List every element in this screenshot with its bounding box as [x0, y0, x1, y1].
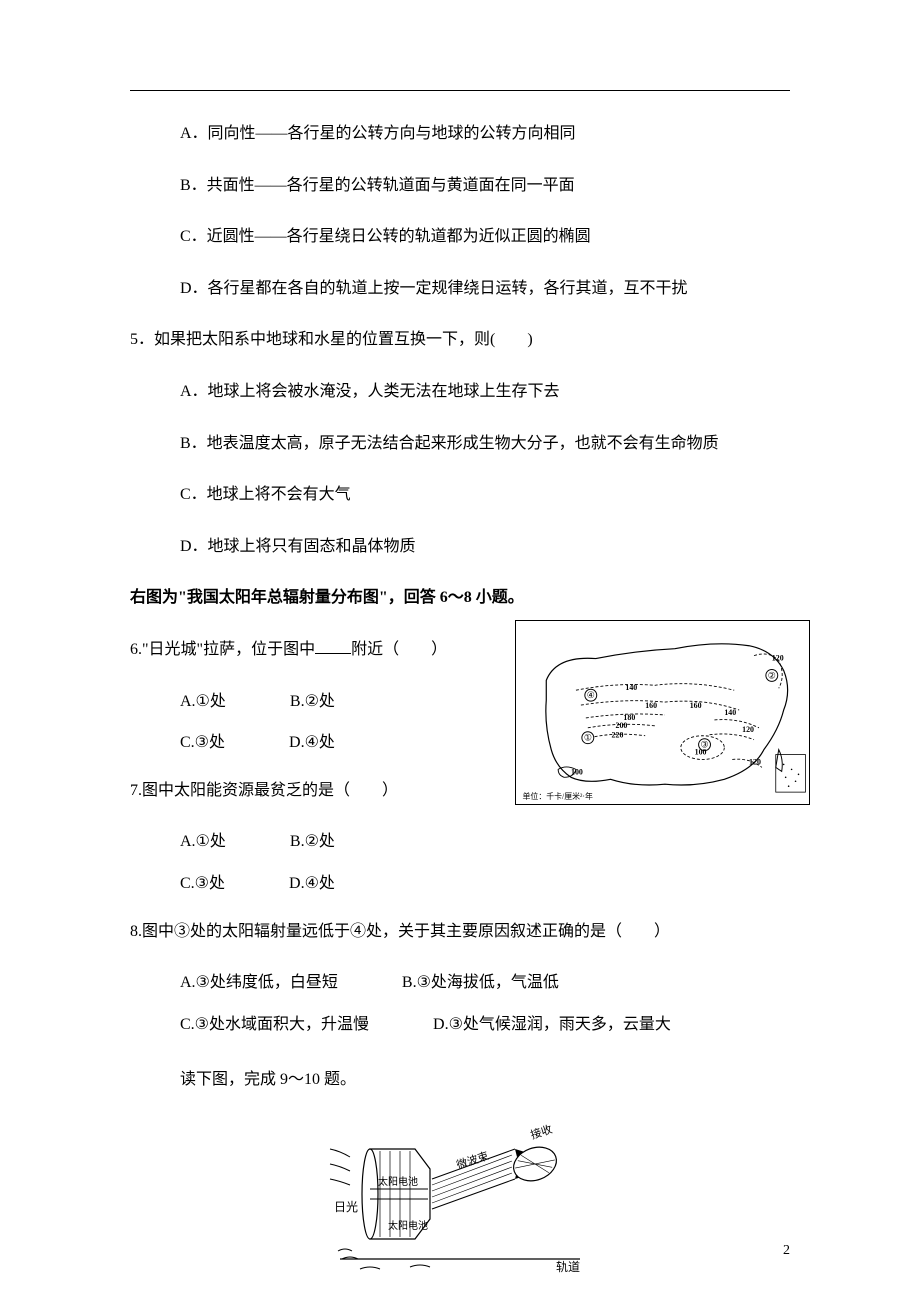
q6-option-c: C.③处: [180, 730, 225, 756]
receive-label: 接收: [529, 1122, 554, 1142]
contour-label-7: 200: [616, 721, 628, 730]
q7-options-row2: C.③处 D.④处: [130, 871, 790, 897]
contour-label-3: 160: [690, 701, 702, 710]
q8-options-row2: C.③处水域面积大，升温慢 D.③处气候湿润，雨天多，云量大: [130, 1012, 790, 1038]
q4-option-a: A．同向性——各行星的公转方向与地球的公转方向相同: [130, 121, 790, 147]
q4-option-c: C．近圆性——各行星绕日公转的轨道都为近似正圆的椭圆: [130, 224, 790, 250]
q7-options-row1: A.①处 B.②处: [130, 829, 790, 855]
orbit-label: 轨道: [556, 1260, 580, 1274]
q6-stem-pre: 6."日光城"拉萨，位于图中: [130, 641, 315, 658]
blank-fill: [315, 638, 351, 654]
q8-options-row1: A.③处纬度低，白昼短 B.③处海拔低，气温低: [130, 970, 790, 996]
contour-label-11: 100: [571, 767, 583, 776]
china-radiation-map: ①②③④ 12014016016014012018020022010012010…: [515, 620, 810, 805]
se-islands: [776, 755, 806, 793]
page-number: 2: [783, 1240, 790, 1262]
contour-label-5: 120: [742, 725, 754, 734]
top-rule: [130, 90, 790, 91]
map-marker-label-4: ④: [587, 690, 595, 700]
q6-option-d: D.④处: [289, 730, 335, 756]
map-marker-label-2: ②: [768, 670, 776, 680]
contour-140: [576, 684, 734, 691]
q7-option-c: C.③处: [180, 871, 225, 897]
q8-stem: 8.图中③处的太阳辐射量远低于④处，关于其主要原因叙述正确的是（ ）: [130, 919, 790, 945]
contour-label-0: 120: [772, 654, 784, 663]
q8-option-c: C.③处水域面积大，升温慢: [180, 1012, 369, 1038]
contour-label-10: 120: [749, 757, 761, 766]
map-unit-label: 单位：千卡/厘米²·年: [523, 791, 594, 801]
q8-option-b: B.③处海拔低，气温低: [402, 970, 559, 996]
q6-option-a: A.①处: [180, 689, 226, 715]
q5-option-b: B．地表温度太高，原子无法结合起来形成生物大分子，也就不会有生命物质: [130, 431, 790, 457]
q6-stem-post: 附近（ ）: [351, 641, 447, 658]
contour-label-8: 220: [612, 731, 624, 740]
map-contour-labels: 120140160160140120180200220100120100: [571, 654, 784, 777]
q5-option-a: A．地球上将会被水淹没，人类无法在地球上生存下去: [130, 379, 790, 405]
q5-stem: 5．如果把太阳系中地球和水星的位置互换一下，则( ): [130, 327, 790, 353]
q6-option-b: B.②处: [290, 689, 335, 715]
q7-option-d: D.④处: [289, 871, 335, 897]
map-svg: ①②③④ 12014016016014012018020022010012010…: [516, 621, 809, 804]
q8-option-d: D.③处气候湿润，雨天多，云量大: [433, 1012, 671, 1038]
sunlight-label: 日光: [334, 1200, 358, 1214]
map-marker-label-1: ①: [584, 733, 592, 743]
solar-cell-label-1: 太阳电池: [378, 1175, 418, 1188]
receiver: [509, 1141, 561, 1186]
contour-label-2: 160: [645, 701, 657, 710]
q7-option-b: B.②处: [290, 829, 335, 855]
q4-option-b: B．共面性——各行星的公转轨道面与黄道面在同一平面: [130, 173, 790, 199]
contour-120b: [709, 734, 754, 740]
taiwan: [776, 750, 783, 772]
contour-label-4: 140: [724, 708, 736, 717]
q5-option-d: D．地球上将只有固态和晶体物质: [130, 534, 790, 560]
contour-160: [581, 701, 739, 710]
section-heading: 右图为"我国太阳年总辐射量分布图"，回答 6～8 小题。: [130, 585, 790, 611]
q7-option-a: A.①处: [180, 829, 226, 855]
satellite-diagram: 轨道 日光 太阳电池 太阳电池 微波束 接收: [320, 1119, 600, 1279]
microwave-label: 微波束: [455, 1148, 491, 1172]
contour-label-9: 100: [695, 748, 707, 757]
contour-label-1: 140: [625, 683, 637, 692]
reading-prompt: 读下图，完成 9～10 题。: [130, 1067, 790, 1093]
sunlight-rays: [330, 1149, 350, 1185]
q4-option-d: D．各行星都在各自的轨道上按一定规律绕日运转，各行其道，互不干扰: [130, 276, 790, 302]
q8-option-a: A.③处纬度低，白昼短: [180, 970, 338, 996]
q5-option-c: C．地球上将不会有大气: [130, 482, 790, 508]
solar-cell-label-2: 太阳电池: [388, 1219, 428, 1232]
